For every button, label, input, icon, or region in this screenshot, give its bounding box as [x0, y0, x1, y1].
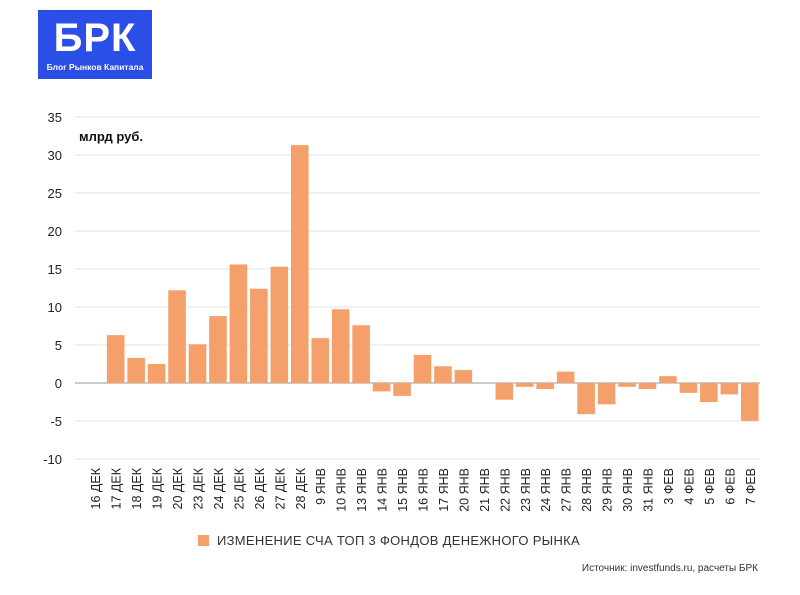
- x-tick-label: 18 ДЕК: [130, 467, 144, 509]
- x-tick-label: 13 ЯНВ: [355, 468, 369, 512]
- x-tick-label: 15 ЯНВ: [396, 468, 410, 512]
- x-tick-label: 16 ЯНВ: [417, 468, 431, 512]
- bar: [147, 364, 166, 383]
- bar: [700, 383, 718, 402]
- logo-subtitle: Блог Рынков Капитала: [46, 62, 144, 72]
- bar: [618, 383, 636, 387]
- bar: [495, 383, 514, 400]
- bar: [454, 370, 473, 383]
- bar: [188, 344, 207, 383]
- bar: [515, 383, 534, 387]
- bar: [434, 366, 452, 383]
- bar: [577, 383, 595, 415]
- y-tick-label: 20: [48, 224, 62, 239]
- x-tick-label: 20 ЯНВ: [457, 468, 471, 512]
- y-axis-label: млрд руб.: [79, 129, 143, 144]
- x-tick-label: 23 ДЕК: [192, 467, 206, 509]
- x-tick-label: 5 ФЕВ: [703, 468, 717, 505]
- y-tick-label: 35: [48, 110, 62, 125]
- x-tick-label: 30 ЯНВ: [621, 468, 635, 512]
- bar: [372, 383, 391, 392]
- bar: [250, 288, 268, 383]
- bar: [352, 325, 370, 383]
- x-tick-label: 22 ЯНВ: [498, 468, 512, 512]
- source-note: Источник: investfunds.ru, расчеты БРК: [581, 563, 758, 574]
- legend-swatch: [198, 535, 209, 546]
- x-tick-label: 17 ДЕК: [110, 467, 124, 509]
- bar: [413, 354, 432, 383]
- bar: [659, 376, 677, 383]
- x-tick-label: 25 ДЕК: [232, 467, 246, 509]
- y-tick-label: 30: [48, 148, 62, 163]
- y-tick-label: -10: [43, 452, 62, 467]
- x-tick-label: 23 ЯНВ: [519, 468, 533, 512]
- y-tick-label: 10: [48, 300, 62, 315]
- bar: [556, 371, 575, 383]
- logo-title: БРК: [53, 16, 137, 60]
- bars: [106, 145, 759, 421]
- y-tick-label: 0: [55, 376, 62, 391]
- bar: [331, 309, 350, 383]
- bar: [597, 383, 616, 405]
- bar: [168, 290, 186, 383]
- bar: [270, 266, 289, 383]
- y-tick-label: 5: [55, 338, 62, 353]
- bar: [720, 383, 739, 395]
- x-tick-label: 3 ФЕВ: [662, 468, 676, 505]
- x-tick-label: 17 ЯНВ: [437, 468, 451, 512]
- y-tick-labels: 35 30 25 20 15 10 5 0 -5 -10: [43, 110, 62, 467]
- x-tick-labels: 16 ДЕК 17 ДЕК 18 ДЕК 19 ДЕК 20 ДЕК 23 ДЕК 24 Д…: [89, 467, 758, 511]
- x-tick-label: 24 ДЕК: [212, 467, 226, 509]
- bar: [290, 145, 309, 383]
- bar: [127, 357, 145, 383]
- x-tick-label: 6 ФЕВ: [723, 468, 737, 505]
- legend: ИЗМЕНЕНИЕ СЧА ТОП 3 ФОНДОВ ДЕНЕЖНОГО РЫН…: [198, 533, 580, 548]
- bar: [106, 335, 125, 383]
- bar: [679, 383, 698, 393]
- x-tick-label: 27 ЯНВ: [560, 468, 574, 512]
- bar: [393, 383, 411, 396]
- x-tick-label: 24 ЯНВ: [539, 468, 553, 512]
- bar: [209, 316, 227, 383]
- bar: [229, 264, 248, 383]
- bar: [536, 383, 555, 390]
- x-tick-label: 4 ФЕВ: [682, 468, 696, 505]
- x-tick-label: 19 ДЕК: [151, 467, 165, 509]
- x-tick-label: 21 ЯНВ: [478, 468, 492, 512]
- grid-lines: [75, 116, 760, 460]
- brk-logo: БРК Блог Рынков Капитала: [38, 10, 152, 79]
- x-tick-label: 26 ДЕК: [253, 467, 267, 509]
- x-tick-label: 31 ЯНВ: [642, 468, 656, 512]
- bar: [740, 383, 759, 421]
- y-tick-label: 15: [48, 262, 62, 277]
- bar: [638, 383, 657, 390]
- legend-label: ИЗМЕНЕНИЕ СЧА ТОП 3 ФОНДОВ ДЕНЕЖНОГО РЫН…: [217, 533, 581, 548]
- x-tick-label: 20 ДЕК: [171, 467, 185, 509]
- x-tick-label: 7 ФЕВ: [744, 468, 758, 505]
- x-tick-label: 10 ЯНВ: [335, 468, 349, 512]
- x-tick-label: 16 ДЕК: [89, 467, 103, 509]
- y-tick-label: 25: [48, 186, 62, 201]
- x-tick-label: 28 ЯНВ: [580, 468, 594, 512]
- x-tick-label: 27 ДЕК: [273, 467, 287, 509]
- y-tick-label: -5: [50, 414, 62, 429]
- x-tick-label: 14 ЯНВ: [376, 468, 390, 512]
- bar: [311, 338, 330, 383]
- x-tick-label: 9 ЯНВ: [314, 468, 328, 505]
- x-tick-label: 29 ЯНВ: [601, 468, 615, 512]
- x-tick-label: 28 ДЕК: [294, 467, 308, 509]
